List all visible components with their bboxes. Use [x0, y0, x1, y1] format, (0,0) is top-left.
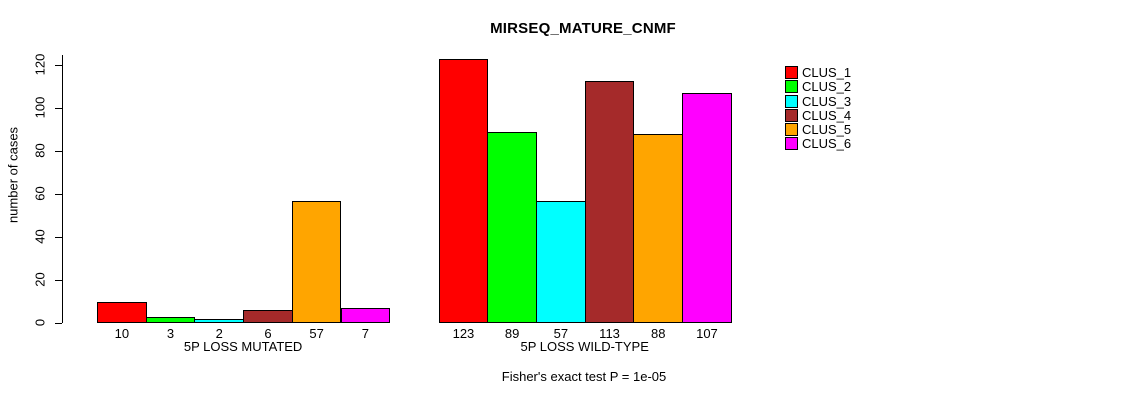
bar-value-label: 57	[309, 326, 324, 341]
legend-item: CLUS_6	[785, 136, 852, 152]
legend-item: CLUS_3	[785, 93, 852, 109]
bar-value-label: 7	[361, 326, 369, 341]
bar-value-label: 3	[166, 326, 175, 341]
y-tick-mark	[55, 322, 62, 324]
legend-label: CLUS_3	[802, 93, 852, 109]
y-tick-label: 20	[32, 272, 48, 287]
legend-color-swatch	[785, 94, 798, 108]
bar	[682, 93, 732, 323]
y-tick-label: 80	[32, 143, 48, 159]
group-label: 5P LOSS MUTATED	[183, 339, 303, 354]
bar	[487, 132, 537, 323]
legend-label: CLUS_1	[802, 65, 852, 80]
y-tick-mark	[55, 193, 62, 195]
legend-color-swatch	[785, 108, 798, 122]
legend-color-swatch	[785, 80, 798, 94]
legend-color-swatch	[785, 123, 798, 137]
bar	[536, 200, 586, 323]
bar	[584, 80, 635, 323]
y-tick-mark	[55, 150, 62, 152]
legend: CLUS_1 CLUS_2 CLUS_3 CLUS_4 CLUS_5 CLUS_6	[785, 66, 852, 152]
bar	[291, 200, 342, 323]
bar	[145, 316, 196, 323]
legend-label: CLUS_2	[802, 79, 852, 95]
bar	[438, 59, 489, 323]
y-axis-label: number of cases	[5, 126, 21, 224]
legend-color-swatch	[785, 66, 798, 79]
bar-value-label: 113	[599, 326, 620, 341]
group-label: 5P LOSS WILD-TYPE	[520, 339, 649, 354]
legend-label: CLUS_5	[802, 122, 852, 138]
bar	[243, 310, 293, 323]
legend-item: CLUS_2	[785, 79, 852, 95]
y-tick-mark	[55, 107, 62, 109]
y-tick-label: 100	[32, 97, 48, 119]
bar-value-label: 57	[553, 326, 569, 341]
bar-value-label: 89	[504, 326, 520, 341]
fisher-test-annotation: Fisher's exact test P = 1e-05	[501, 369, 667, 384]
bar	[194, 318, 245, 323]
y-tick-mark	[55, 236, 62, 238]
legend-item: CLUS_5	[785, 122, 852, 138]
legend-label: CLUS_4	[802, 107, 852, 123]
bar-value-label: 123	[452, 326, 475, 341]
legend-color-swatch	[785, 137, 798, 151]
y-tick-label: 60	[32, 186, 48, 201]
chart-title: MIRSEQ_MATURE_CNMF	[490, 20, 676, 37]
y-tick-label: 40	[32, 229, 48, 244]
bar	[633, 134, 684, 323]
bar-value-label: 107	[696, 326, 718, 341]
y-tick-mark	[55, 279, 62, 281]
legend-label: CLUS_6	[802, 136, 852, 152]
y-tick-label: 120	[32, 54, 48, 76]
bar	[97, 301, 147, 323]
legend-item: CLUS_4	[785, 107, 852, 123]
bar-value-label: 2	[215, 326, 223, 341]
bar	[340, 307, 391, 323]
bar-value-label: 6	[264, 326, 272, 341]
legend-item: CLUS_1	[785, 66, 851, 79]
bar-value-label: 88	[651, 326, 666, 341]
y-tick-label: 0	[32, 318, 48, 327]
y-tick-mark	[55, 64, 62, 66]
y-axis-line	[62, 55, 63, 323]
bar-value-label: 10	[114, 326, 130, 341]
